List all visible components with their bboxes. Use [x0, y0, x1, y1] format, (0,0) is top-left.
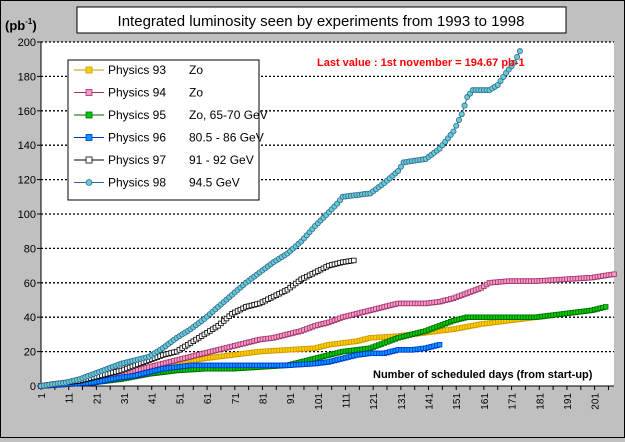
legend-item: Physics 96 80.5 - 86 GeV — [74, 131, 264, 145]
data-point — [458, 111, 465, 118]
legend-marker — [85, 111, 93, 119]
x-tick-label: 191 — [563, 393, 574, 410]
x-tick-label: 131 — [397, 393, 408, 410]
x-tick-label: 61 — [203, 393, 214, 405]
y-tick-label: 120 — [18, 175, 36, 187]
data-point — [397, 163, 404, 170]
legend-box — [67, 59, 260, 201]
x-tick-label: 151 — [452, 393, 463, 410]
x-tick-label: 121 — [369, 393, 380, 410]
x-tick-label: 101 — [314, 393, 325, 410]
x-tick-label: 201 — [591, 393, 602, 410]
legend-item: Physics 95 Zo, 65-70 GeV — [74, 108, 268, 122]
x-tick-label: 81 — [258, 393, 269, 405]
data-point — [351, 257, 357, 264]
y-tick-label: 40 — [24, 312, 36, 324]
legend-item: Physics 98 94.5 GeV — [74, 176, 240, 190]
y-tick-label: 180 — [18, 71, 36, 83]
y-tick-label: 200 — [18, 37, 36, 49]
legend-marker — [85, 156, 93, 164]
series-physics-98 — [38, 48, 523, 389]
data-point — [602, 304, 609, 310]
series-physics-96 — [38, 342, 443, 389]
y-tick-label: 20 — [24, 347, 36, 359]
legend: Physics 93 Zo Physics 94 Zo Physics 95 Zo, 65… — [67, 59, 268, 201]
legend-energy: 91 - 92 GeV — [189, 153, 254, 167]
x-tick-label: 171 — [508, 393, 519, 410]
legend-series-name: Physics 96 — [108, 131, 166, 145]
legend-series-name: Physics 94 — [108, 86, 166, 100]
data-point — [611, 271, 617, 277]
x-tick-label: 51 — [175, 393, 186, 405]
x-tick-label: 41 — [148, 393, 159, 405]
legend-marker — [85, 89, 93, 96]
legend-series-name: Physics 98 — [108, 176, 166, 190]
x-tick-label: 111 — [341, 393, 352, 409]
series-layer — [38, 48, 617, 389]
legend-series-name: Physics 93 — [108, 63, 166, 77]
legend-energy: Zo, 65-70 GeV — [189, 108, 268, 122]
y-tick-label: 80 — [24, 243, 36, 255]
y-tick-label: 100 — [18, 209, 36, 221]
legend-energy: 80.5 - 86 GeV — [189, 131, 264, 145]
legend-energy: Zo — [189, 63, 203, 77]
legend-item: Physics 97 91 - 92 GeV — [74, 153, 254, 167]
x-tick-label: 181 — [535, 393, 546, 410]
x-axis-label: Number of scheduled days (from start-up) — [373, 369, 593, 381]
title-box — [76, 6, 567, 34]
x-tick-label: 141 — [425, 393, 436, 410]
chart-title: Integrated luminosity seen by experiment… — [118, 13, 525, 30]
y-axis-label: (pb-1) — [5, 17, 37, 33]
data-point — [516, 48, 523, 55]
legend-marker — [85, 179, 93, 186]
data-point — [511, 59, 518, 66]
legend-item: Physics 93 Zo — [74, 63, 203, 77]
x-tick-label: 1 — [37, 393, 48, 399]
last-value-annotation: Last value : 1st november = 194.67 pb-1 — [317, 57, 525, 69]
y-tick-label: 160 — [18, 106, 36, 118]
x-tick-label: 91 — [286, 393, 297, 405]
legend-energy: Zo — [189, 86, 203, 100]
legend-series-name: Physics 97 — [108, 153, 166, 167]
data-point — [395, 167, 402, 174]
data-point — [461, 102, 468, 109]
axes — [37, 41, 614, 390]
legend-series-name: Physics 95 — [108, 108, 166, 122]
data-point — [436, 342, 443, 348]
x-tick-label: 11 — [65, 393, 76, 404]
x-tick-label: 21 — [92, 393, 103, 405]
data-point — [455, 116, 462, 123]
data-point — [453, 122, 460, 129]
y-tick-label: 0 — [30, 381, 36, 393]
data-point — [494, 82, 501, 89]
legend-item: Physics 94 Zo — [74, 86, 203, 100]
y-tick-label: 140 — [18, 140, 36, 152]
y-tick-label: 60 — [24, 278, 36, 290]
legend-marker — [85, 134, 93, 141]
data-point — [450, 128, 457, 135]
data-point — [514, 53, 521, 60]
x-tick-label: 161 — [480, 393, 491, 410]
legend-energy: 94.5 GeV — [189, 176, 240, 190]
data-point — [497, 77, 504, 84]
x-tick-label: 31 — [120, 393, 131, 405]
data-point — [500, 73, 507, 80]
x-tick-label: 71 — [231, 393, 242, 405]
legend-marker — [85, 66, 93, 74]
